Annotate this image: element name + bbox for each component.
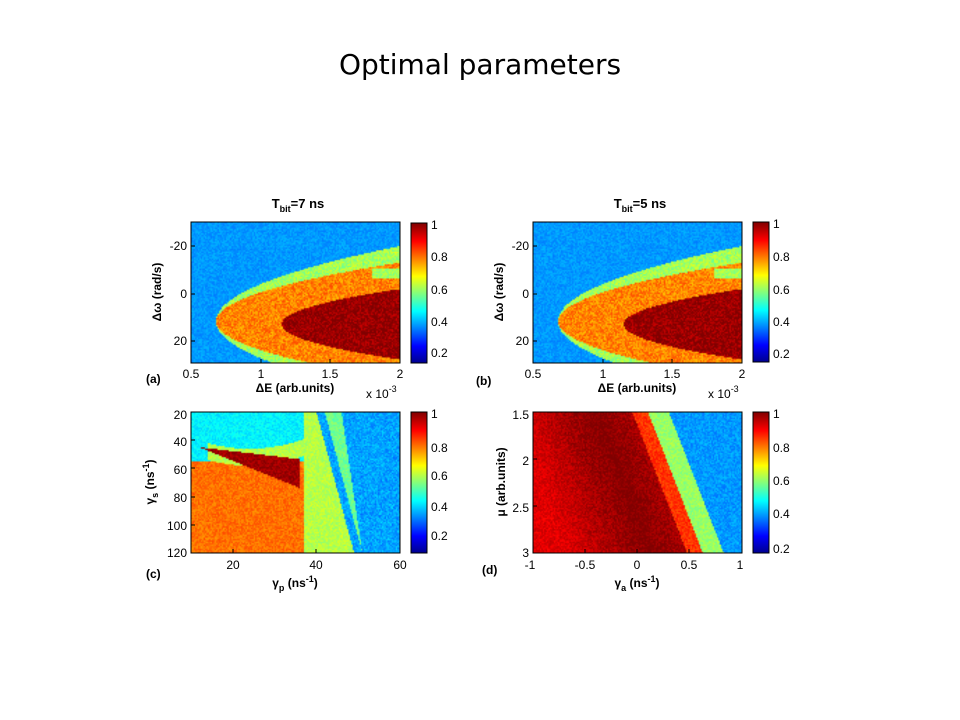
x-multiplier-b: x 10-3 [708, 384, 739, 401]
colorbar-tick: 0.4 [431, 500, 448, 514]
colorbar-ticks-c: 0.2 0.4 0.6 0.8 1 [431, 407, 448, 543]
colorbar-tick: 0.6 [773, 283, 790, 297]
xtick-label: 1.5 [664, 367, 681, 381]
xticks-c: 20 40 60 [226, 549, 407, 572]
slide-title: Optimal parameters [338, 48, 622, 81]
colorbar-b [752, 221, 770, 363]
y-axis-label-a: Δω (rad/s) [150, 263, 164, 322]
colorbar-ticks-b: 0.2 0.4 0.6 0.8 1 [773, 217, 790, 361]
xticks-d: -1 -0.5 0 0.5 1 [525, 549, 744, 572]
xtick-label: 2 [739, 367, 746, 381]
colorbar-ticks-a: 0.2 0.4 0.6 0.8 1 [431, 218, 448, 360]
xtick-label: 0 [634, 558, 641, 572]
colorbar-tick: 0.2 [431, 529, 448, 543]
xtick-label: 20 [226, 558, 240, 572]
x-axis-label-d: γa (ns-1) [614, 574, 659, 593]
colorbar-c [410, 411, 428, 554]
ytick-label: 80 [174, 491, 188, 505]
ytick-label: 0 [522, 287, 529, 301]
plot-frame-c [190, 411, 401, 554]
panel-a-title: Tbit=7 ns [272, 196, 325, 214]
panel-label-c: (c) [146, 567, 161, 581]
colorbar-d [752, 411, 770, 554]
colorbar-tick: 0.2 [773, 347, 790, 361]
ytick-label: 60 [174, 463, 188, 477]
xtick-label: 1.5 [322, 367, 339, 381]
colorbar-tick: 0.8 [773, 250, 790, 264]
yticks-d: 1.5 2 2.5 3 [512, 408, 537, 560]
colorbar-tick: 0.6 [773, 474, 790, 488]
colorbar-tick: 0.2 [773, 542, 790, 556]
y-axis-label-b: Δω (rad/s) [492, 263, 506, 322]
xtick-label: 0.5 [525, 367, 542, 381]
x-axis-label-b: ΔE (arb.units) [598, 381, 677, 395]
xtick-label: 60 [393, 558, 407, 572]
xticks-a: 0.5 1 1.5 2 [183, 359, 404, 381]
heatmap-a [191, 222, 400, 363]
colorbar-tick: 0.4 [773, 507, 790, 521]
panel-a: Tbit=7 ns 0.5 1 1.5 2 -20 0 20 ΔE (arb.u… [146, 196, 448, 401]
colorbar-tick: 0.4 [431, 315, 448, 329]
colorbar-tick: 1 [431, 407, 438, 421]
colorbar-tick: 0.8 [431, 441, 448, 455]
colorbar-tick: 1 [431, 218, 438, 232]
panel-label-a: (a) [146, 372, 161, 386]
colorbar-tick: 1 [773, 217, 780, 231]
heatmap-c [191, 412, 400, 553]
ytick-label: 20 [174, 408, 188, 422]
plot-frame-a [190, 221, 401, 364]
panel-label-d: (d) [482, 563, 497, 577]
x-axis-label-c: γp (ns-1) [272, 574, 318, 593]
ytick-label: -20 [170, 239, 188, 253]
colorbar-ticks-d: 0.2 0.4 0.6 0.8 1 [773, 407, 790, 556]
x-axis-label-a: ΔE (arb.units) [256, 381, 335, 395]
yticks-b: -20 0 20 [512, 239, 537, 348]
y-axis-label-c: γs (ns-1) [141, 459, 160, 504]
ytick-label: 3 [522, 546, 529, 560]
yticks-a: -20 0 20 [170, 239, 195, 348]
xtick-label: -0.5 [575, 558, 596, 572]
xtick-label: 1 [600, 367, 607, 381]
ytick-label: -20 [512, 239, 530, 253]
heatmap-b [533, 222, 742, 363]
ytick-label: 120 [167, 546, 187, 560]
xtick-label: 0.5 [681, 558, 698, 572]
ytick-label: 20 [174, 334, 188, 348]
colorbar-tick: 0.8 [431, 250, 448, 264]
y-axis-label-d: μ (arb.units) [494, 447, 508, 516]
ytick-label: 20 [516, 334, 530, 348]
yticks-c: 20 40 60 80 100 120 [167, 408, 195, 560]
xtick-label: 1 [258, 367, 265, 381]
xtick-label: -1 [525, 558, 536, 572]
colorbar-tick: 0.4 [773, 315, 790, 329]
xticks-b: 0.5 1 1.5 2 [525, 359, 746, 381]
panel-b: Tbit=5 ns 0.5 1 1.5 2 -20 0 20 ΔE (arb.u… [476, 196, 790, 401]
xtick-label: 40 [309, 558, 323, 572]
colorbar-tick: 0.6 [431, 469, 448, 483]
colorbar-tick: 0.2 [431, 346, 448, 360]
ytick-label: 2 [522, 454, 529, 468]
panel-b-title: Tbit=5 ns [614, 196, 667, 214]
colorbar-tick: 0.8 [773, 441, 790, 455]
xtick-label: 2 [397, 367, 404, 381]
panel-c: 20 40 60 20 40 60 80 100 120 γp (ns-1) γ… [141, 407, 448, 593]
ytick-label: 0 [180, 287, 187, 301]
xtick-label: 0.5 [183, 367, 200, 381]
xtick-label: 1 [737, 558, 744, 572]
colorbar-tick: 1 [773, 407, 780, 421]
ytick-label: 1.5 [512, 408, 529, 422]
x-multiplier-a: x 10-3 [366, 384, 397, 401]
colorbar-a [410, 222, 428, 364]
panel-d: -1 -0.5 0 0.5 1 1.5 2 2.5 3 γa (ns-1) μ … [482, 407, 790, 593]
colorbar-tick: 0.6 [431, 283, 448, 297]
plot-frame-b [532, 221, 743, 364]
ytick-label: 40 [174, 435, 188, 449]
panel-label-b: (b) [476, 374, 491, 388]
heatmap-d [533, 412, 742, 553]
ytick-label: 100 [167, 519, 187, 533]
ytick-label: 2.5 [512, 501, 529, 515]
